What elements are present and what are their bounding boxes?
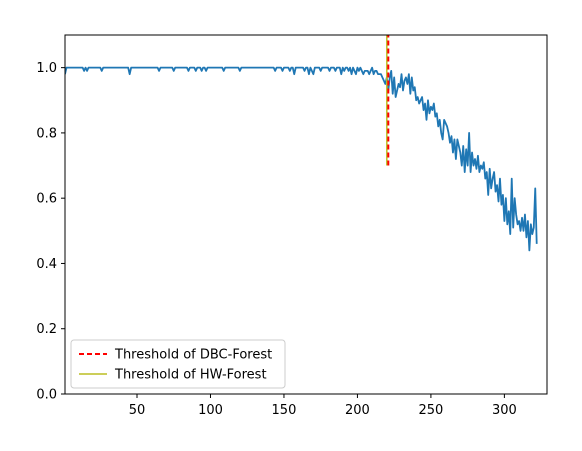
series-line-0 — [65, 66, 538, 252]
x-tick-label: 250 — [418, 403, 443, 418]
x-tick-label: 50 — [129, 403, 146, 418]
y-tick-label: 0.8 — [36, 126, 57, 141]
y-tick-label: 0.4 — [36, 257, 57, 272]
legend-label-1: Threshold of HW-Forest — [114, 368, 267, 383]
axes-frame — [64, 34, 548, 395]
y-tick-label: 1.0 — [36, 61, 57, 76]
tick-layer: 50 100 150 200 250 300 0.0 0.2 0.4 0.6 0.8 1.0 — [36, 61, 516, 418]
plot-layer — [64, 34, 548, 395]
legend-label-0: Threshold of DBC-Forest — [114, 348, 272, 363]
y-tick-label: 0.6 — [36, 192, 57, 207]
y-tick-label: 0.0 — [36, 388, 57, 403]
x-tick-label: 100 — [198, 403, 223, 418]
legend-box — [70, 339, 286, 389]
y-tick-label: 0.2 — [36, 322, 57, 337]
x-tick-label: 200 — [345, 403, 370, 418]
x-tick-label: 300 — [492, 403, 517, 418]
legend: Threshold of DBC-Forest Threshold of HW-F… — [70, 339, 286, 389]
x-tick-label: 150 — [272, 403, 297, 418]
